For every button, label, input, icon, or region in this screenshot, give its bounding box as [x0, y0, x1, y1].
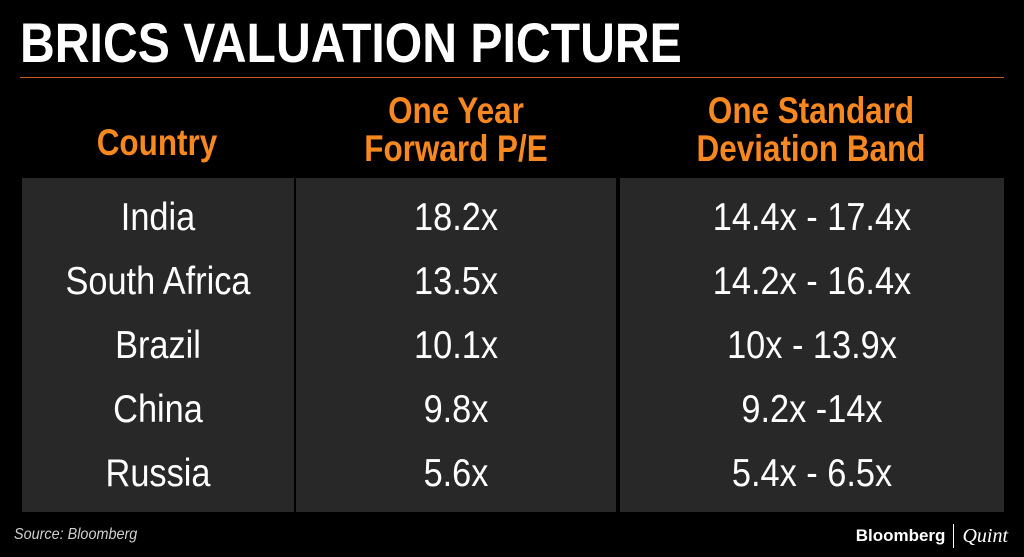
country-cell: South Africa	[65, 260, 251, 303]
source-note: Source: Bloomberg	[14, 526, 138, 543]
std-band-cell: 9.2x -14x	[741, 388, 883, 431]
std-band-cell: 10x - 13.9x	[727, 324, 897, 367]
chart-title: BRICS VALUATION PICTURE	[20, 11, 682, 74]
header-forward-pe-line1: One Year	[388, 90, 524, 131]
publisher-logo: Bloomberg Quint	[856, 522, 1008, 550]
header-forward-pe: One Year Forward P/E	[320, 92, 592, 168]
header-std-band-line2: Deviation Band	[696, 128, 926, 169]
header-country: Country	[41, 124, 274, 162]
country-cell: China	[113, 388, 203, 431]
country-cell: Brazil	[115, 324, 201, 367]
title-divider	[20, 77, 1004, 78]
std-band-column-panel	[620, 178, 1004, 512]
forward-pe-cell: 9.8x	[423, 388, 489, 431]
std-band-cell: 5.4x - 6.5x	[731, 452, 893, 495]
header-std-band: One Standard Deviation Band	[647, 92, 975, 168]
header-forward-pe-line2: Forward P/E	[364, 128, 548, 169]
country-cell: India	[120, 196, 196, 239]
forward-pe-cell: 18.2x	[414, 196, 498, 239]
country-column-panel	[22, 178, 294, 512]
logo-separator	[953, 524, 955, 548]
header-std-band-line1: One Standard	[707, 90, 915, 131]
forward-pe-cell: 5.6x	[423, 452, 489, 495]
logo-suffix: Quint	[962, 524, 1008, 547]
std-band-cell: 14.2x - 16.4x	[712, 260, 912, 303]
forward-pe-column-panel	[296, 178, 616, 512]
header-country-label: Country	[96, 122, 218, 163]
forward-pe-cell: 13.5x	[414, 260, 498, 303]
country-cell: Russia	[105, 452, 211, 495]
forward-pe-cell: 10.1x	[414, 324, 498, 367]
std-band-cell: 14.4x - 17.4x	[712, 196, 912, 239]
logo-brand: Bloomberg	[855, 526, 946, 545]
